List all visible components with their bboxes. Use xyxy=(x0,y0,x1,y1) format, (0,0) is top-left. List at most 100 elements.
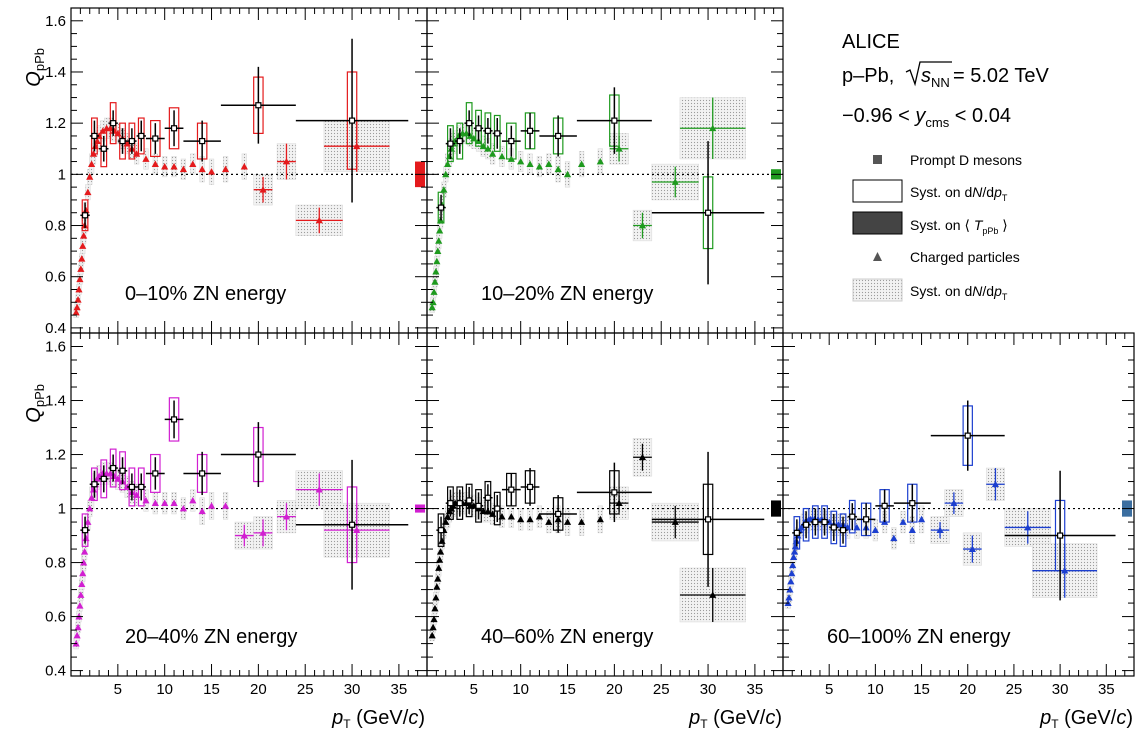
charged-point xyxy=(189,496,197,504)
panel-title: 20–40% ZN energy xyxy=(125,626,297,648)
charged-point xyxy=(436,227,444,234)
legend-label-post: ⟩ xyxy=(998,217,1007,233)
x-tick-label: 5 xyxy=(470,681,478,698)
d-meson-point xyxy=(100,475,107,482)
y-tick-label: 0.4 xyxy=(45,320,66,337)
d-meson-point xyxy=(849,513,856,520)
charged-point xyxy=(545,518,553,525)
charged-point xyxy=(221,165,230,173)
legend-label-italic: T xyxy=(974,217,984,233)
charged-point xyxy=(433,583,441,590)
charged-point xyxy=(671,178,679,185)
d-meson-point xyxy=(447,140,454,147)
charged-point xyxy=(709,124,717,132)
x-tick-label: 30 xyxy=(344,681,361,698)
x-tick-label: 5 xyxy=(114,681,122,698)
charged-point xyxy=(526,515,534,523)
d-meson-point xyxy=(81,527,89,534)
x-tick-label: 25 xyxy=(653,681,670,698)
legend-label-italic2: p xyxy=(993,283,1002,299)
charged-point xyxy=(170,499,178,507)
charged-point xyxy=(179,165,188,173)
legend-entry-d-mesons: Prompt D mesons xyxy=(873,152,1022,168)
y-tick-label: 1.6 xyxy=(45,339,66,356)
legend-entry-syst-charged: Syst. on dN/dpT xyxy=(852,278,1008,302)
d-meson-point xyxy=(466,120,473,127)
svg-text:sNN: sNN xyxy=(921,65,950,90)
x-axis-title-sub: T xyxy=(343,717,351,731)
charged-point xyxy=(596,157,604,165)
d-meson-point xyxy=(255,102,262,109)
panel-1: 0.4 0.6 0.8 1 1.2 1.4 1.6 0–10% ZN energy xyxy=(45,7,428,337)
charged-systematics xyxy=(429,438,746,642)
charged-point xyxy=(315,486,323,493)
charged-point xyxy=(596,515,604,523)
charged-point xyxy=(563,518,572,525)
y-tick-label: 0.4 xyxy=(45,663,66,680)
charged-point xyxy=(545,160,553,167)
charged-point xyxy=(917,515,926,523)
charged-point xyxy=(789,561,797,569)
charged-point xyxy=(240,531,248,539)
d-meson-point xyxy=(704,516,712,523)
d-meson-point xyxy=(839,527,847,534)
svg-text:pT (GeV/c): pT (GeV/c) xyxy=(1039,707,1133,731)
charged-point xyxy=(80,548,89,555)
charged-point xyxy=(788,569,796,577)
charged-systematics xyxy=(73,462,390,650)
d-meson-point xyxy=(611,489,618,496)
charged-point xyxy=(577,160,586,167)
charged-point xyxy=(86,173,94,180)
charged-point xyxy=(151,160,159,167)
y-tick-label: 1.2 xyxy=(45,115,66,132)
x-tick-label: 35 xyxy=(1098,681,1115,698)
panel-3: 5 10 15 20 25 30 35 0.4 0.6 0.8 1 1.2 1.4 1.6 20–40% Z… xyxy=(45,332,428,698)
d-meson-series xyxy=(436,87,765,285)
charged-point xyxy=(179,504,188,512)
x-axis-title-sub: T xyxy=(700,717,708,731)
y-tick-label: 1 xyxy=(58,166,66,183)
d-meson-point xyxy=(508,486,515,493)
svg-text:Syst. on dN/dpT: Syst. on dN/dpT xyxy=(910,283,1008,302)
charged-point xyxy=(161,499,169,507)
charged-point xyxy=(790,548,799,555)
charged-point xyxy=(709,591,717,598)
charged-point xyxy=(517,157,525,165)
charged-point xyxy=(78,580,86,588)
charged-point xyxy=(428,631,436,639)
d-meson-point xyxy=(128,483,135,491)
charged-point xyxy=(80,232,88,239)
charged-point xyxy=(73,631,81,639)
x-axis-unit-c: c xyxy=(408,707,418,729)
d-meson-point xyxy=(199,137,206,145)
charged-point xyxy=(535,513,544,520)
x-axis-title-main: p xyxy=(331,707,343,729)
y-tick-label: 1.2 xyxy=(45,447,66,464)
charged-point xyxy=(435,564,443,571)
charged-point xyxy=(908,526,916,534)
d-meson-point xyxy=(199,470,206,477)
charged-point xyxy=(577,518,586,525)
charged-point xyxy=(73,303,81,311)
legend-label: Prompt D mesons xyxy=(910,152,1022,168)
charged-point xyxy=(440,186,448,193)
legend-marker-dotted-box xyxy=(852,278,903,302)
charged-point xyxy=(517,515,525,523)
charged-point xyxy=(442,170,450,178)
svg-text:pT (GeV/c): pT (GeV/c) xyxy=(688,707,782,731)
d-meson-point xyxy=(484,127,491,134)
legend-label-mid: /d xyxy=(982,184,994,200)
d-meson-point xyxy=(110,464,117,472)
sqrt-sign xyxy=(905,61,952,87)
d-meson-point xyxy=(555,132,562,140)
y-axis-title-sub: pPb xyxy=(32,48,47,71)
svg-text:Syst. on dN/dpT: Syst. on dN/dpT xyxy=(910,184,1008,203)
charged-point xyxy=(435,237,443,244)
x-ticks xyxy=(79,8,419,333)
charged-point xyxy=(79,569,87,577)
panel-title: 60–100% ZN energy xyxy=(827,626,1010,648)
charged-point xyxy=(161,163,169,170)
d-meson-point xyxy=(152,470,159,477)
y-tick-label: 0.8 xyxy=(45,555,66,572)
